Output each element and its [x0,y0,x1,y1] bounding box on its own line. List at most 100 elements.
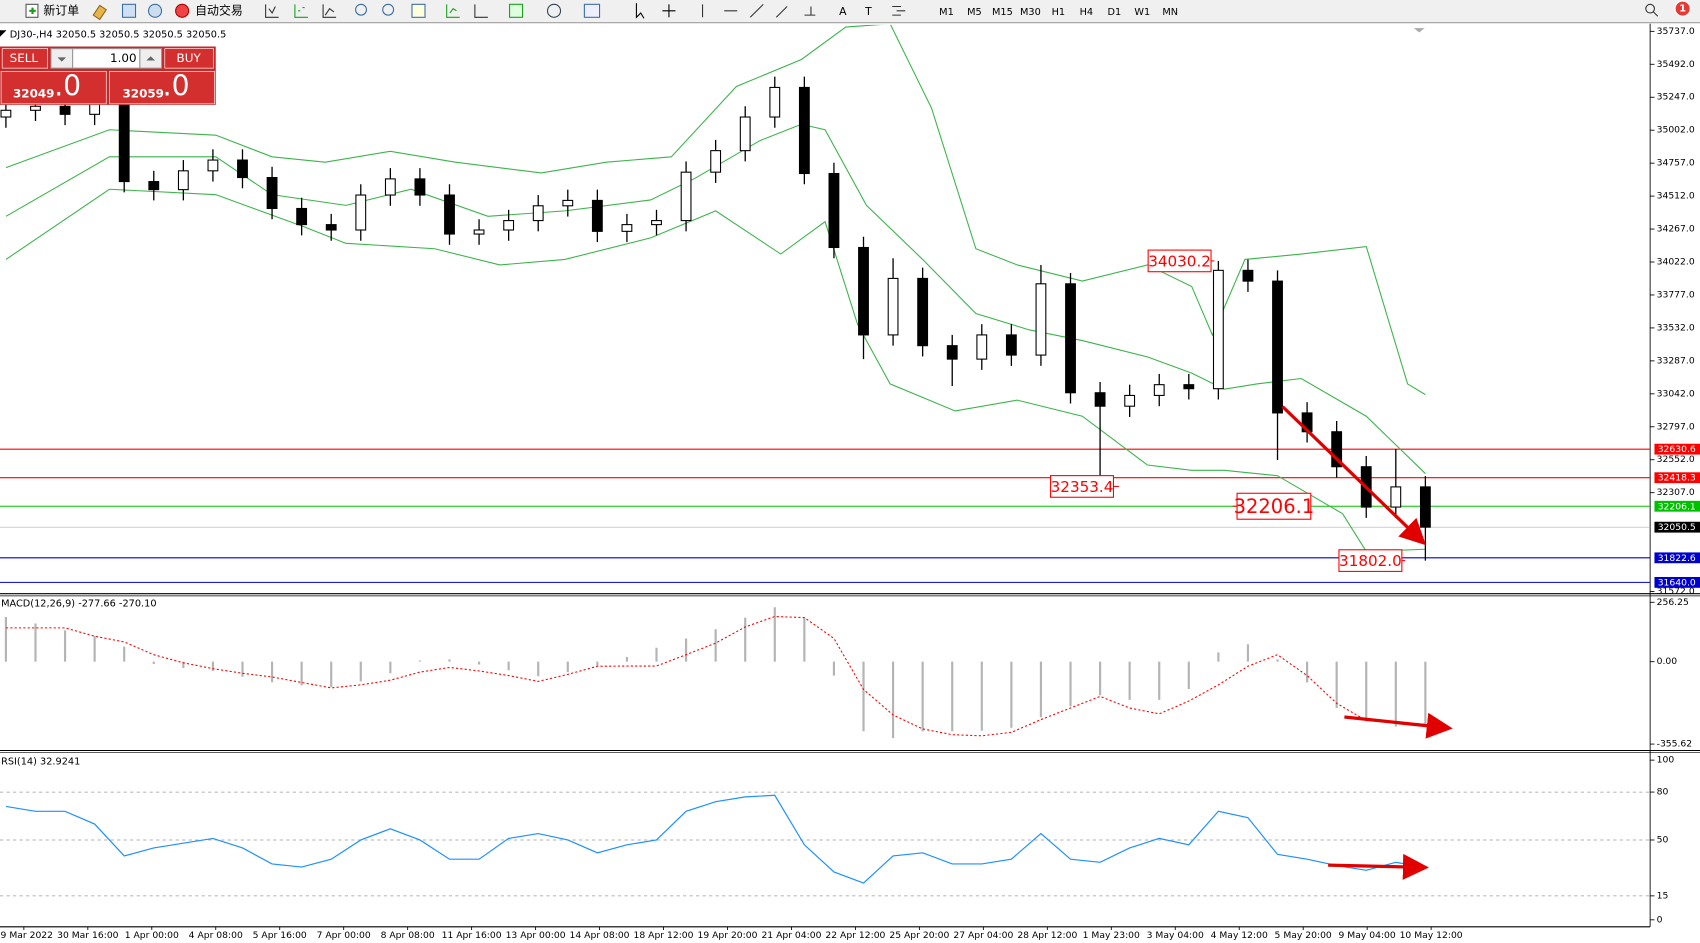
new-order-button[interactable]: 新订单 [43,3,79,17]
candle-body [976,334,988,360]
y-tick-label: 33287.0 [1657,355,1695,366]
x-tick-label: 30 Mar 16:00 [57,930,119,941]
candle-body [296,207,308,226]
plot-area: 35737.0 35492.0 35247.0 35002.0 34757.0 34512… [0,24,1700,941]
auto-trading-button[interactable]: 自动交易 [195,3,243,17]
price-level-tag [1654,521,1700,533]
buy-label[interactable]: BUY [177,51,202,65]
candle-body [177,170,189,191]
candle-body [148,181,160,191]
y-tick-label: 32307.0 [1657,487,1695,498]
label-tool[interactable]: T [864,5,872,18]
timeframe-button[interactable]: M5 [967,7,982,18]
x-tick-label: 9 May 04:00 [1339,930,1396,941]
candle-body [1242,269,1254,282]
candle-body [266,177,278,210]
candle-body [621,224,633,232]
candle-body [118,103,130,183]
trend-arrow[interactable] [1328,853,1429,880]
price-level-tag [1654,552,1700,564]
price-level-label: 32630.6 [1658,444,1696,455]
x-tick-label: 1 Apr 00:00 [125,930,179,941]
price-level-label: 31822.6 [1658,553,1696,564]
candle-body [1035,283,1047,356]
timeframe-button[interactable]: W1 [1134,7,1150,18]
y-tick-label: 31572.0 [1657,586,1695,597]
shift-marker [1413,28,1425,33]
trend-arrow[interactable] [1344,712,1453,739]
macd-signal [5,615,1426,737]
y-tick-label: 35002.0 [1657,125,1695,136]
x-tick-label: 5 Apr 16:00 [253,930,307,941]
x-tick-label: 29 Mar 2022 [0,930,53,941]
candle-body [1212,269,1224,390]
candle-body [0,109,12,118]
y-tick-label: 35492.0 [1657,59,1695,70]
bid-price-box[interactable] [0,71,107,105]
y-tick-label: 34757.0 [1657,158,1695,169]
candle-body [858,246,869,336]
bollinger-band [5,188,1426,552]
buy-button[interactable] [164,48,214,69]
bid-price[interactable]: 32049 [13,87,54,101]
price-level-label: 31640.0 [1658,577,1696,588]
bid-price-fraction[interactable]: .0 [54,70,81,103]
trend-arrow[interactable] [1281,405,1427,546]
ask-price-box[interactable] [109,71,215,105]
candle-body [355,194,367,231]
timeframe-button[interactable]: MN [1162,7,1178,18]
annotation-label: 32206.1 [1234,495,1315,518]
timeframe-bar: M1 M5 M15 M30 H1 H4 D1 W1 MN [939,7,1178,18]
y-tick-label: 35247.0 [1657,92,1695,103]
annotation-box [1050,475,1114,498]
sell-label[interactable]: SELL [10,51,39,65]
candle-body [946,345,958,360]
candle-body [89,103,101,115]
price-level-tag [1654,576,1700,588]
candle-body [1124,394,1136,407]
candle-body [651,220,662,226]
timeframe-button[interactable]: D1 [1107,7,1121,18]
candle-body [59,105,71,115]
rsi-pane-header: RSI(14) 32.9241 [1,756,80,767]
price-level-tag [1654,443,1700,455]
candle-body [325,224,337,231]
price-level-tag [1654,500,1700,512]
bollinger-band [5,123,1426,474]
text-tool[interactable]: A [839,5,847,18]
candle-body [207,159,219,172]
y-tick-label: 33777.0 [1657,289,1695,300]
x-tick-label: 7 Apr 00:00 [317,930,371,941]
timeframe-button[interactable]: H1 [1052,7,1066,18]
timeframe-button[interactable]: M1 [939,7,954,18]
candle-body [798,86,810,175]
candle-body [917,277,929,347]
x-tick-label: 13 Apr 00:00 [506,930,566,941]
macd-pane-header: MACD(12,26,9) -277.66 -270.10 [1,598,156,609]
timeframe-button[interactable]: H4 [1080,7,1094,18]
candle-body [1272,280,1283,414]
candle-body [414,178,426,196]
sell-button[interactable] [1,48,49,69]
lot-value[interactable]: 1.00 [110,51,137,65]
candle-body [384,178,396,196]
x-tick-label: 4 Apr 08:00 [189,930,243,941]
y-tick-label: 33532.0 [1657,322,1695,333]
candle-body [769,86,781,118]
ask-price[interactable]: 32059 [123,87,164,101]
alert-badge[interactable]: 1 [1679,4,1686,15]
timeframe-button[interactable]: M30 [1020,7,1041,18]
macd-pane [4,607,1427,739]
price-pane [0,24,1651,583]
x-tick-label: 8 Apr 08:00 [381,930,435,941]
candle-body [1390,486,1402,508]
x-tick-label: 28 Apr 12:00 [1017,930,1077,941]
candle-body [1419,486,1431,528]
y-tick-label: 33042.0 [1657,388,1695,399]
x-tick-label: 5 May 20:00 [1275,930,1332,941]
timeframe-button[interactable]: M15 [992,7,1013,18]
y-tick-label: 80 [1657,787,1669,798]
toolbar-icons [25,0,1691,21]
ask-price-fraction[interactable]: .0 [163,70,190,103]
